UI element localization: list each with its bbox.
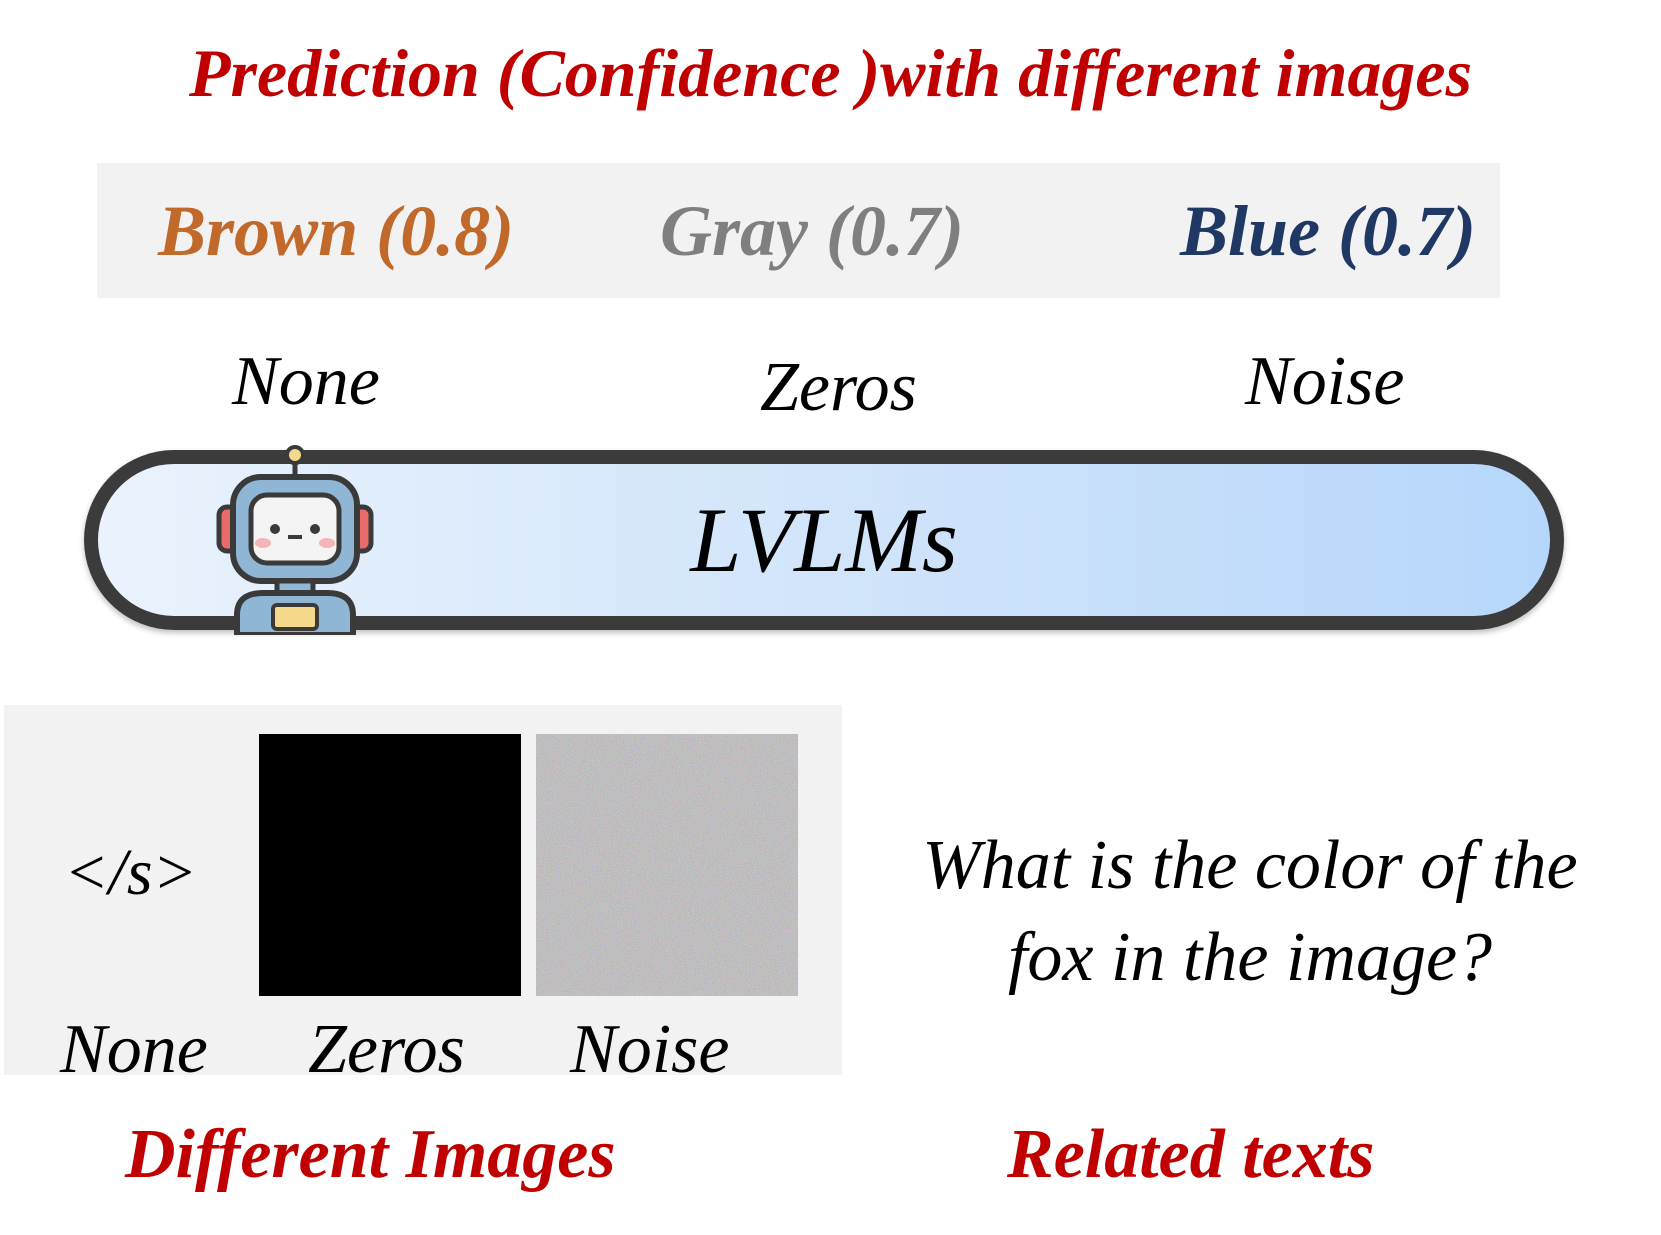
robot-icon — [216, 445, 374, 635]
related-texts-label: Related texts — [1007, 1116, 1375, 1193]
prediction-blue: Blue (0.7) — [1180, 191, 1476, 271]
prediction-gray: Gray (0.7) — [660, 191, 964, 271]
input-label-none: None — [232, 343, 380, 420]
noise-image — [536, 734, 798, 996]
prediction-brown: Brown (0.8) — [158, 191, 515, 271]
different-images-label: Different Images — [125, 1116, 616, 1193]
question-text: What is the color of the fox in the imag… — [870, 820, 1630, 1004]
diagram-title: Prediction (Confidence )with different i… — [188, 35, 1473, 111]
prediction-panel — [97, 163, 1500, 298]
input-label-noise: Noise — [1245, 343, 1405, 420]
question-line-2: fox in the image? — [1007, 919, 1493, 996]
zeros-image — [259, 734, 521, 996]
image-label-zeros: Zeros — [308, 1011, 465, 1088]
eos-token: </s> — [64, 836, 198, 909]
image-label-none: None — [60, 1011, 208, 1088]
question-line-1: What is the color of the — [922, 827, 1578, 904]
image-label-noise: Noise — [570, 1011, 730, 1088]
input-label-zeros: Zeros — [760, 349, 917, 426]
model-label: LVLMs — [690, 489, 958, 591]
